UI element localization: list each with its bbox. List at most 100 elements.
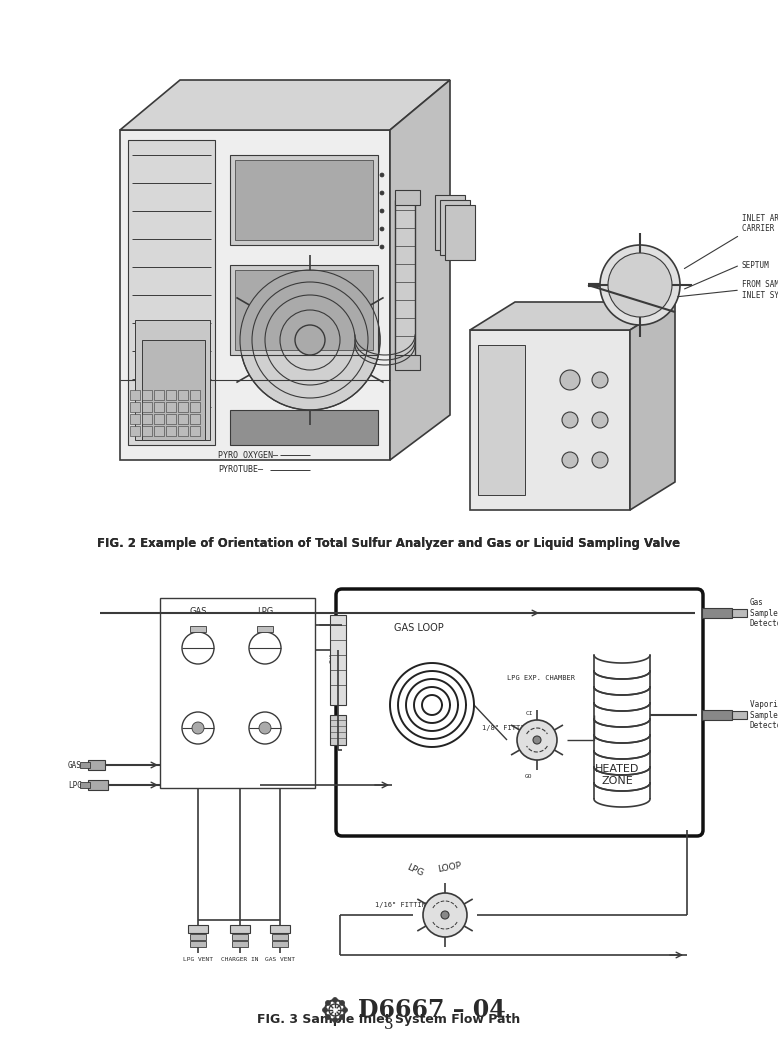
Polygon shape [120,80,450,130]
Circle shape [182,712,214,744]
Bar [190,934,206,940]
Polygon shape [702,710,732,720]
Text: LPG: LPG [68,781,82,789]
Circle shape [182,632,214,664]
Text: LPG VENT: LPG VENT [183,957,213,962]
Circle shape [600,245,680,325]
Circle shape [249,712,281,744]
Polygon shape [154,414,164,424]
Circle shape [329,1004,341,1016]
Text: Gas
Sample to
Detector: Gas Sample to Detector [750,599,778,628]
Bar [190,941,206,947]
Circle shape [423,893,467,937]
Circle shape [560,370,580,390]
Text: 1/8" FITTING: 1/8" FITTING [482,725,533,731]
Text: GAS VENT: GAS VENT [265,957,295,962]
Polygon shape [166,414,176,424]
Text: LPG: LPG [405,862,425,878]
Polygon shape [470,330,630,510]
Polygon shape [230,410,378,445]
Text: FIG. 2 Example of Orientation of Total Sulfur Analyzer and Gas or Liquid Samplin: FIG. 2 Example of Orientation of Total S… [97,536,681,550]
Text: INLET ARGON/OXYGEN
CARRIER LOOP: INLET ARGON/OXYGEN CARRIER LOOP [742,213,778,233]
Polygon shape [128,139,215,445]
Polygon shape [88,760,105,770]
Polygon shape [120,130,390,460]
Polygon shape [435,195,465,250]
Polygon shape [190,414,200,424]
Polygon shape [470,302,675,330]
Text: FIG. 2 Example of Orientation of Total Sulfur Analyzer and Gas or Liquid Samplin: FIG. 2 Example of Orientation of Total S… [97,536,681,550]
Circle shape [325,1015,331,1019]
Circle shape [295,325,325,355]
Polygon shape [142,426,152,436]
Circle shape [325,1000,331,1006]
Polygon shape [166,402,176,412]
Text: GO: GO [525,775,533,779]
Text: LPG EXP. CHAMBER: LPG EXP. CHAMBER [507,675,575,681]
Polygon shape [732,711,747,719]
Circle shape [517,720,557,760]
Bar [232,934,248,940]
Circle shape [325,1000,345,1020]
Circle shape [380,227,384,231]
Circle shape [380,245,384,249]
Text: LOOP: LOOP [437,861,463,873]
Polygon shape [154,390,164,400]
Polygon shape [190,402,200,412]
Circle shape [562,452,578,468]
Bar [272,941,288,947]
Text: PYROTUBE—: PYROTUBE— [218,465,263,475]
Circle shape [441,911,449,919]
Text: GAS: GAS [189,608,207,616]
Text: SEPTUM: SEPTUM [742,260,769,270]
Polygon shape [130,390,140,400]
Bar [330,715,346,745]
Polygon shape [390,80,450,460]
Polygon shape [230,265,378,355]
Circle shape [592,372,608,388]
Bar [330,615,346,705]
Polygon shape [190,390,200,400]
Circle shape [332,1017,338,1022]
Polygon shape [732,609,747,617]
Polygon shape [630,302,675,510]
Polygon shape [142,390,152,400]
Text: CI: CI [525,711,533,716]
Polygon shape [142,340,205,440]
Polygon shape [142,414,152,424]
Polygon shape [395,191,420,205]
Circle shape [323,1008,328,1013]
Polygon shape [178,426,188,436]
Text: 1/16" FITTING: 1/16" FITTING [375,902,430,908]
Bar [270,925,290,933]
Circle shape [240,270,380,410]
Circle shape [332,997,338,1002]
Text: PYRO OXYGEN—: PYRO OXYGEN— [218,451,278,459]
Text: FIG. 3 Sample Inlet System Flow Path: FIG. 3 Sample Inlet System Flow Path [258,1013,520,1025]
Circle shape [249,632,281,664]
Text: Vaporized LPG
Sample to
Detector: Vaporized LPG Sample to Detector [750,701,778,730]
FancyBboxPatch shape [336,589,703,836]
Polygon shape [178,414,188,424]
Polygon shape [178,402,188,412]
Bar [232,941,248,947]
Text: GAS: GAS [68,761,82,769]
Circle shape [380,191,384,195]
Circle shape [339,1000,345,1006]
Polygon shape [166,426,176,436]
Circle shape [192,722,204,734]
Circle shape [562,412,578,428]
Circle shape [380,209,384,213]
Polygon shape [257,626,273,632]
Polygon shape [702,608,732,618]
Circle shape [259,722,271,734]
Text: 3: 3 [384,1018,394,1032]
Bar [272,934,288,940]
Circle shape [533,736,541,744]
Polygon shape [130,402,140,412]
Polygon shape [440,200,470,255]
Polygon shape [142,402,152,412]
Polygon shape [88,780,108,790]
Polygon shape [445,205,475,260]
Polygon shape [166,390,176,400]
